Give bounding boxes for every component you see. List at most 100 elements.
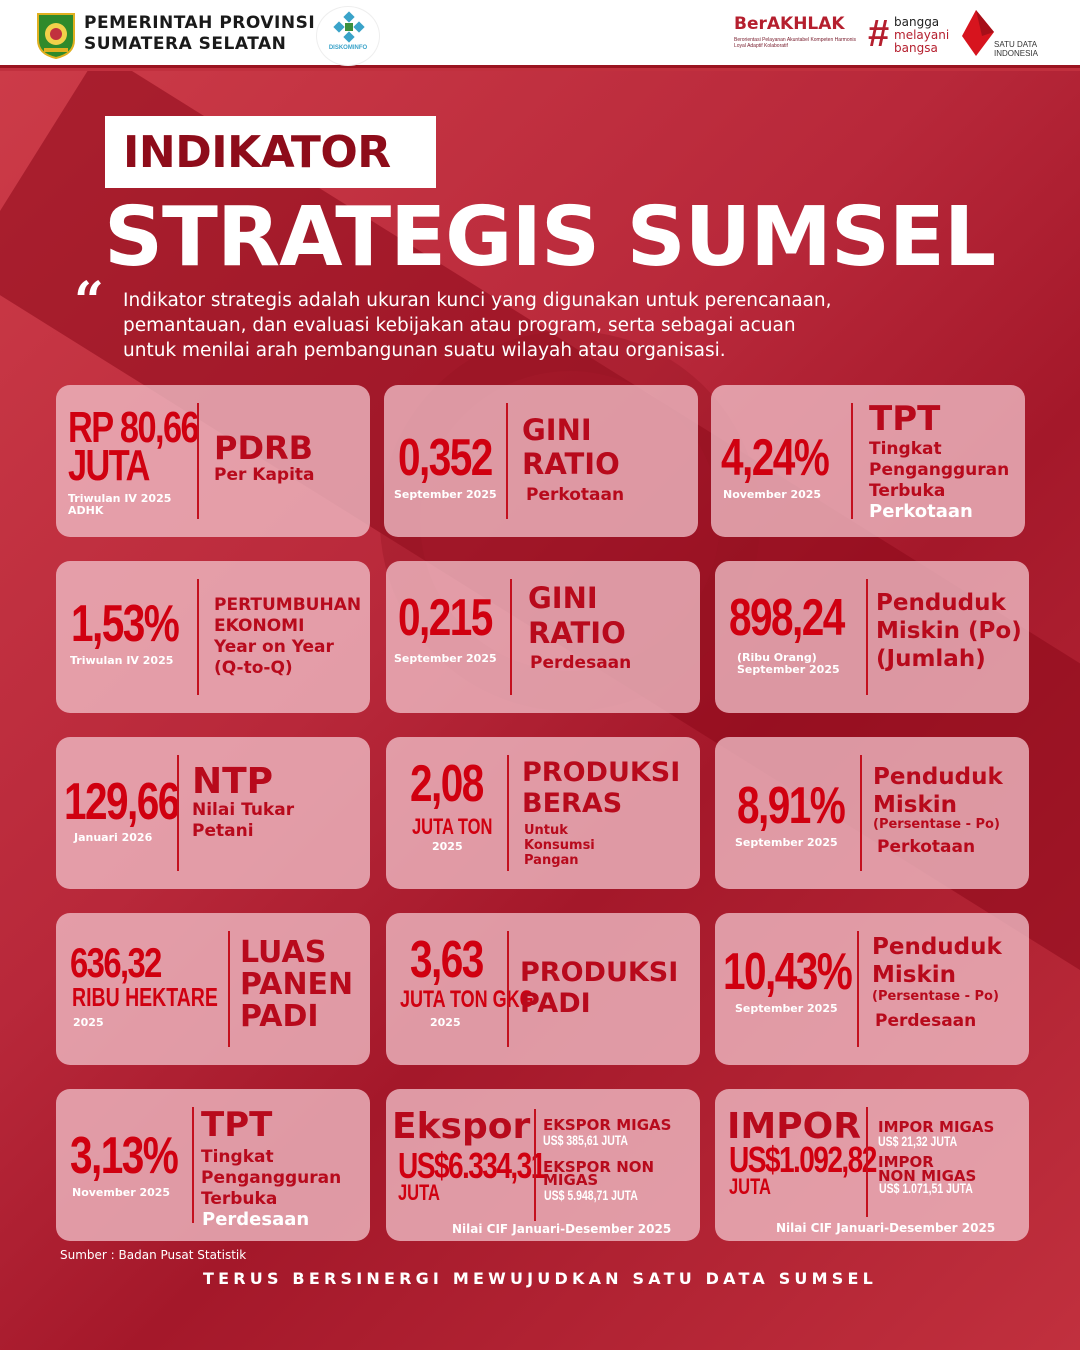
impor-nonmigas-value: US$ 1.071,51 JUTA [879, 1180, 973, 1196]
card-divider [866, 1107, 868, 1217]
berakhlak-subtitle: Berorientasi Pelayanan Akuntabel Kompete… [734, 37, 857, 49]
title-box: INDIKATOR [105, 116, 436, 188]
beras-label-line1: PRODUKSI [522, 757, 681, 788]
card-divider [228, 931, 230, 1047]
card-divider [507, 931, 509, 1047]
luas-label-line3: PADI [240, 999, 319, 1034]
miskin-jumlah-date: September 2025 [737, 663, 840, 676]
gini-label-line1: GINI [522, 413, 592, 447]
card-divider [851, 403, 853, 519]
impor-nonmigas-line1: IMPOR [878, 1153, 934, 1171]
satu-data-line1: SATU DATA [994, 40, 1038, 49]
beras-label: PRODUKSI BERAS [522, 757, 680, 819]
page-title: STRATEGIS SUMSEL [104, 190, 996, 285]
impor-nonmigas-line2: NON MIGAS [878, 1167, 977, 1185]
miskin-perdesaan-area: Perdesaan [875, 1011, 977, 1031]
sumsel-emblem-icon [37, 13, 75, 60]
gini-perkotaan-period: September 2025 [394, 488, 497, 501]
miskin-jumlah-unit: (Ribu Orang) [737, 651, 817, 664]
tpt-perdesaan-desc: Tingkat Pengangguran Terbuka [201, 1147, 341, 1210]
gini-perdesaan-area: Perdesaan [530, 653, 632, 673]
miskin-jumlah-period: (Ribu Orang) September 2025 [737, 652, 840, 676]
pdrb-value-line1: RP 80,66 [68, 403, 200, 452]
hashtag-icon: # [868, 13, 890, 55]
ntp-desc-line1: Nilai Tukar [192, 800, 295, 820]
miskin-label-line2: Miskin [872, 962, 957, 988]
card-penduduk-miskin-perdesaan: 10,43% September 2025 Penduduk Miskin (P… [715, 913, 1029, 1065]
gini-perdesaan-label: GINI RATIO [528, 581, 626, 651]
pdrb-period-line1: Triwulan IV 2025 [68, 492, 172, 505]
ekspor-nonmigas-line1: EKSPOR NON [543, 1158, 655, 1176]
ekspor-unit: JUTA [398, 1180, 440, 1205]
pertumbuhan-line2: EKONOMI [214, 616, 305, 636]
pertumbuhan-line1: PERTUMBUHAN [214, 595, 362, 615]
card-divider [510, 579, 512, 695]
pertumbuhan-label: PERTUMBUHAN EKONOMI Year on Year (Q-to-Q… [214, 595, 361, 679]
card-ntp: 129,66 Januari 2026 NTP Nilai Tukar Peta… [56, 737, 370, 889]
miskin-jumlah-label: Penduduk Miskin (Po) (Jumlah) [876, 589, 1022, 673]
miskin-label-line1: Penduduk [872, 934, 1002, 960]
bangga-text: bangga melayani bangsa [894, 16, 949, 55]
ntp-label: NTP [192, 761, 274, 802]
ntp-value: 129,66 [64, 773, 180, 831]
miskin-label-line3: (Jumlah) [876, 646, 986, 672]
impor-note: Nilai CIF Januari-Desember 2025 [776, 1221, 996, 1235]
pertumbuhan-line4: (Q-to-Q) [214, 658, 293, 678]
card-divider [197, 403, 199, 519]
tpt-perdesaan-area: Perdesaan [202, 1209, 310, 1230]
beras-desc: Untuk Konsumsi Pangan [524, 823, 595, 868]
gini-perdesaan-value: 0,215 [398, 589, 493, 647]
miskin-perdesaan-value: 10,43% [723, 943, 853, 1001]
card-produksi-padi: 3,63 JUTA TON GKG 2025 PRODUKSI PADI [386, 913, 700, 1065]
card-divider [177, 755, 179, 871]
padi-period: 2025 [430, 1016, 461, 1029]
pdrb-period: Triwulan IV 2025 ADHK [68, 493, 171, 517]
card-divider [507, 755, 509, 871]
beras-label-line2: BERAS [522, 788, 623, 819]
gini-perkotaan-area: Perkotaan [526, 485, 625, 505]
impor-migas-label: IMPOR MIGAS [878, 1118, 995, 1136]
intro-line1: Indikator strategis adalah ukuran kunci … [123, 290, 832, 311]
diskominfo-label: DISKOMINFO [328, 45, 368, 51]
header-bar: PEMERINTAH PROVINSI SUMATERA SELATAN DIS… [0, 0, 1080, 68]
miskin-perkotaan-label: Penduduk Miskin [873, 763, 1003, 819]
pdrb-label: PDRB [214, 429, 314, 467]
beras-desc-line3: Pangan [524, 853, 579, 868]
miskin-jumlah-value: 898,24 [729, 589, 845, 647]
miskin-perkotaan-type: (Persentase - Po) [873, 817, 1000, 832]
diskominfo-star-icon [333, 11, 365, 43]
impor-title: IMPOR [727, 1106, 861, 1147]
berakhlak-logo: BerAKHLAK Berorientasi Pelayanan Akuntab… [734, 14, 864, 60]
padi-label-line2: PADI [520, 988, 591, 1019]
padi-label-line1: PRODUKSI [520, 957, 679, 988]
intro-line3: untuk menilai arah pembangunan suatu wil… [123, 340, 726, 361]
miskin-perdesaan-type: (Persentase - Po) [872, 989, 999, 1004]
ekspor-nonmigas-value: US$ 5.948,71 JUTA [544, 1187, 638, 1203]
miskin-perkotaan-value: 8,91% [737, 777, 846, 835]
gini-perkotaan-label: GINI RATIO [522, 413, 620, 481]
card-gini-perkotaan: 0,352 September 2025 GINI RATIO Perkotaa… [384, 385, 698, 537]
padi-value: 3,63 [410, 931, 484, 989]
ntp-desc: Nilai Tukar Petani [192, 800, 294, 842]
pdrb-value: RP 80,66 JUTA [68, 403, 200, 488]
tpt-perdesaan-period: November 2025 [72, 1186, 171, 1199]
ekspor-note: Nilai CIF Januari-Desember 2025 [452, 1222, 672, 1236]
beras-period: 2025 [432, 840, 463, 853]
card-luas-panen-padi: 636,32 RIBU HEKTARE 2025 LUAS PANEN PADI [56, 913, 370, 1065]
tpt-perkotaan-value: 4,24% [721, 429, 830, 487]
ekspor-nonmigas-label: EKSPOR NON MIGAS [543, 1158, 655, 1189]
pertumbuhan-value: 1,53% [71, 595, 180, 653]
card-pdrb: RP 80,66 JUTA Triwulan IV 2025 ADHK PDRB… [56, 385, 370, 537]
card-tpt-perkotaan: 4,24% November 2025 TPT Tingkat Pengangg… [711, 385, 1025, 537]
pdrb-period-line2: ADHK [68, 504, 104, 517]
miskin-perkotaan-period: September 2025 [735, 836, 838, 849]
beras-desc-line2: Konsumsi [524, 838, 595, 853]
impor-nonmigas-label: IMPOR NON MIGAS [878, 1153, 977, 1185]
padi-label: PRODUKSI PADI [520, 957, 678, 1019]
beras-desc-line1: Untuk [524, 823, 568, 838]
ekspor-migas-label: EKSPOR MIGAS [543, 1116, 672, 1134]
diskominfo-logo: DISKOMINFO [316, 6, 380, 66]
ekspor-nonmigas-line2: MIGAS [543, 1171, 599, 1189]
gini-label-line2: RATIO [528, 616, 626, 650]
intro-line2: pemantauan, dan evaluasi kebijakan atau … [123, 315, 796, 336]
